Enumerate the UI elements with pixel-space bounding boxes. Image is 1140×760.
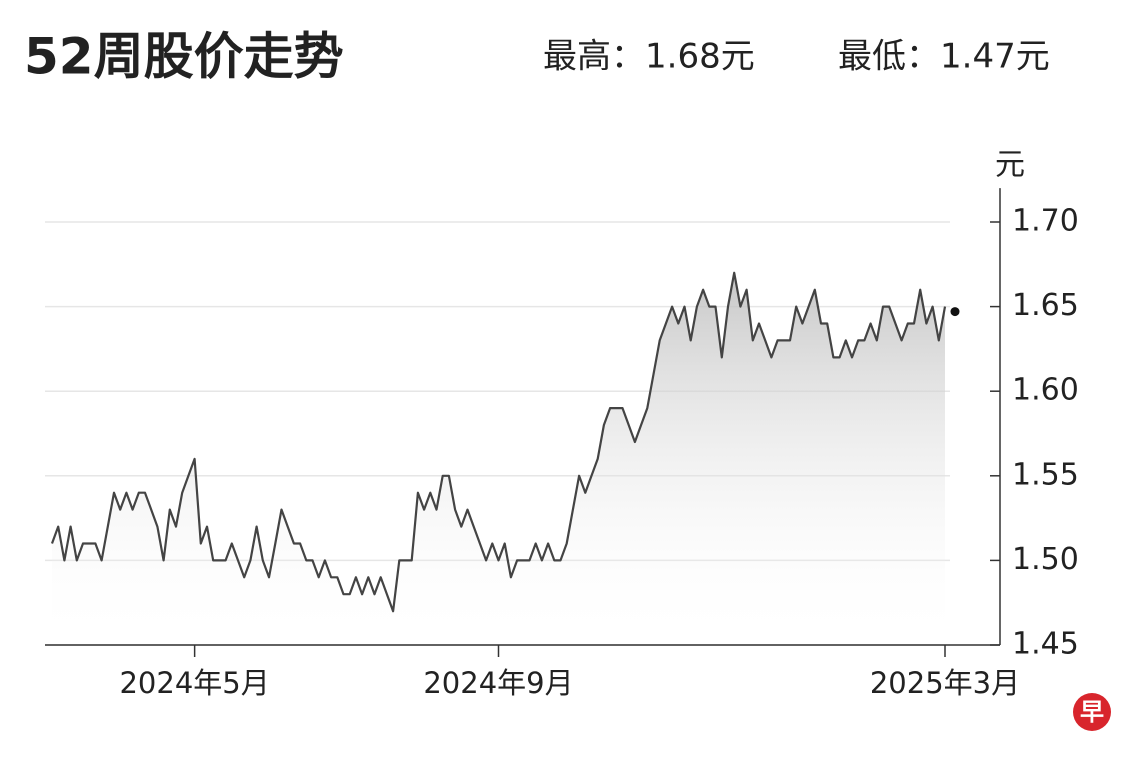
chart-title: 52周股价走势	[24, 28, 344, 86]
price-line	[50, 271, 947, 613]
logo-badge	[1073, 693, 1111, 731]
high-label: 最高：1.68元	[543, 37, 755, 77]
logo: 早	[1080, 698, 1104, 726]
y-unit: 元	[995, 148, 1025, 183]
y-tick-label: 1.65	[1012, 288, 1079, 323]
x-tick-label: 2024年9月	[423, 666, 573, 700]
y-tick-label: 1.50	[1012, 542, 1079, 577]
y-tick-label: 1.70	[1012, 204, 1079, 239]
x-tick-label: 2024年5月	[119, 666, 269, 700]
low-label: 最低：1.47元	[838, 37, 1050, 77]
area-fill	[52, 272, 945, 645]
last-point	[950, 307, 960, 317]
y-tick-label: 1.60	[1012, 373, 1079, 408]
x-tick-label: 2025年3月	[870, 666, 1020, 700]
y-tick-label: 1.55	[1012, 457, 1079, 492]
plot: 1.70 1.65 1.60 1.55 1.50 1.45 2024年5月 2024年9月 20…	[45, 188, 1079, 700]
y-tick-label: 1.45	[1012, 627, 1079, 662]
